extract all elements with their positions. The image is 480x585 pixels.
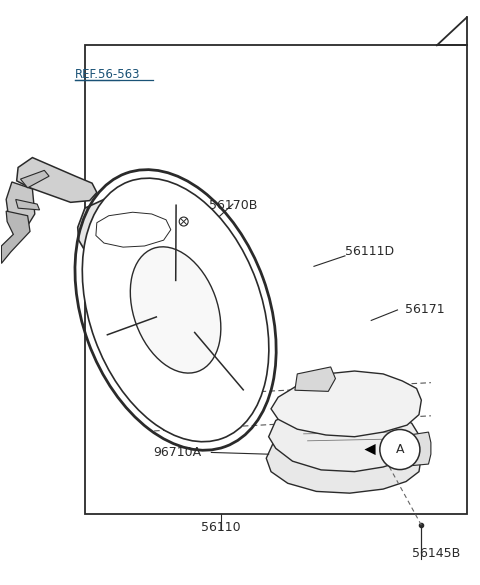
Text: 56170B: 56170B — [209, 199, 257, 212]
Text: 56110: 56110 — [201, 521, 241, 534]
Polygon shape — [295, 367, 336, 391]
Polygon shape — [266, 425, 421, 493]
Polygon shape — [6, 182, 35, 226]
Text: 56991C: 56991C — [130, 391, 178, 404]
Ellipse shape — [130, 247, 221, 373]
Polygon shape — [78, 194, 214, 263]
Text: 96710A: 96710A — [154, 446, 202, 459]
Polygon shape — [271, 371, 421, 437]
Text: REF.56-563: REF.56-563 — [75, 68, 141, 81]
Polygon shape — [21, 170, 49, 188]
Text: 56145B: 56145B — [411, 547, 460, 560]
Ellipse shape — [82, 178, 269, 442]
Polygon shape — [1, 211, 30, 263]
Text: 56171: 56171 — [405, 304, 444, 316]
Circle shape — [179, 217, 188, 226]
Polygon shape — [16, 199, 39, 210]
Circle shape — [380, 429, 420, 470]
Polygon shape — [269, 403, 419, 472]
Polygon shape — [96, 212, 171, 247]
Polygon shape — [405, 432, 431, 466]
Text: A: A — [396, 443, 404, 456]
Text: 56111D: 56111D — [345, 245, 394, 259]
Bar — [85, 45, 467, 514]
Polygon shape — [17, 157, 97, 202]
